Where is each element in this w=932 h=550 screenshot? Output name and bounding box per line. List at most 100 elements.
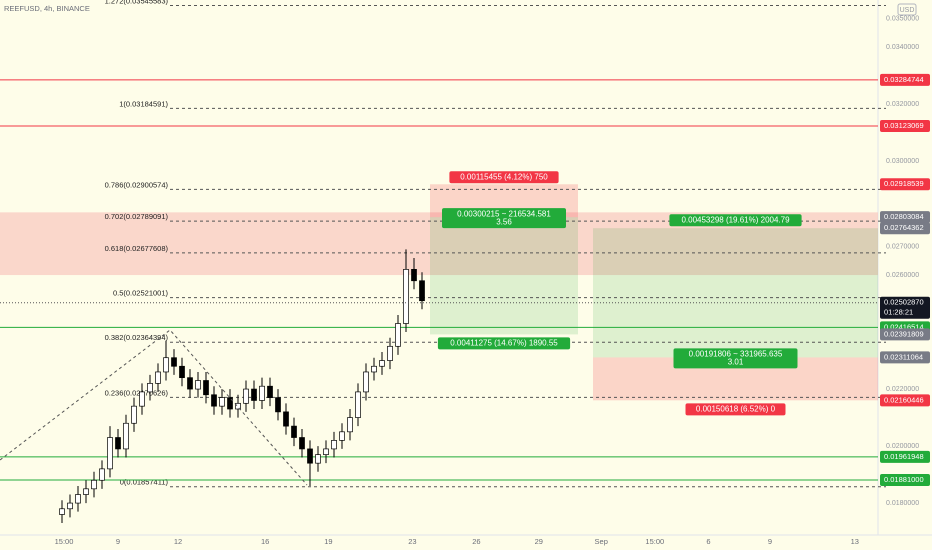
candle-body — [131, 405, 137, 424]
last-price-tag — [880, 296, 930, 319]
x-tick-label: Sep — [595, 537, 608, 546]
price-tag — [880, 178, 930, 191]
x-tick-label: 16 — [261, 537, 269, 546]
info-box — [673, 348, 798, 369]
candle-body — [187, 377, 193, 390]
x-tick-label: 19 — [324, 537, 332, 546]
candle-body — [67, 502, 73, 510]
price-tag-label: 0.02803084 — [884, 212, 924, 221]
candle-body — [259, 385, 265, 401]
x-tick-label: 15:00 — [55, 537, 74, 546]
fib-label: 0.236(0.02170626) — [105, 388, 169, 397]
candle-body — [379, 360, 385, 367]
price-tag-label: 0.02160446 — [884, 395, 924, 404]
chart-title: REEFUSD, 4h, BINANCE — [4, 4, 90, 13]
candle-body — [387, 345, 393, 361]
stop-label-box — [685, 403, 786, 416]
price-tag — [880, 119, 930, 132]
price-tag — [880, 394, 930, 407]
candle-body — [331, 440, 337, 450]
candle-body — [371, 365, 377, 373]
candle-body — [411, 269, 417, 282]
currency: USD — [900, 7, 915, 14]
stop-label-box — [449, 171, 559, 184]
candle-body — [227, 397, 233, 410]
candle-body — [163, 357, 169, 373]
price-tag-label: 0.03284744 — [884, 75, 924, 84]
candle-body — [155, 371, 161, 384]
x-tick-label: 23 — [408, 537, 416, 546]
y-tick-label: 0.0270000 — [886, 243, 919, 250]
currency-badge — [897, 3, 917, 16]
candle-body — [59, 508, 65, 515]
y-tick-label: 0.0350000 — [886, 15, 919, 22]
ratio-label: 3.56 — [496, 217, 512, 226]
last-price-label: 0.02502870 — [884, 298, 924, 307]
countdown: 01:28:21 — [884, 308, 913, 317]
candle-body — [403, 269, 409, 324]
info-label: 0.00191806 ~ 331965.635 — [689, 350, 783, 359]
candle-body — [355, 391, 361, 418]
x-tick-label: 26 — [472, 537, 480, 546]
candle-body — [139, 391, 145, 407]
price-tag-label: 0.02918539 — [884, 179, 924, 188]
candle-body — [203, 380, 209, 396]
candle-body — [339, 431, 345, 441]
price-tag — [880, 450, 930, 463]
x-tick-label: 12 — [174, 537, 182, 546]
fib-label: 1(0.03184591) — [119, 99, 168, 108]
fib-label: 0.5(0.02521001) — [113, 289, 169, 298]
candle-body — [283, 411, 289, 427]
candle-body — [107, 437, 113, 470]
stop-label: 0.00150618 (6.52%) 0 — [696, 404, 776, 413]
overlay: 0.00115455 (4.12%) 750 0.00411275 (14.67%… — [437, 73, 930, 486]
y-tick-label: 0.0300000 — [886, 158, 919, 165]
x-tick-label: 29 — [535, 537, 543, 546]
ratio-label: 3.01 — [728, 358, 744, 367]
info-box — [442, 208, 566, 229]
fib-label: 0.618(0.02677608) — [105, 244, 169, 253]
x-tick-label: 6 — [706, 537, 710, 546]
candle-body — [195, 380, 201, 390]
y-tick-label: 0.0180000 — [886, 500, 919, 507]
candle-body — [275, 397, 281, 413]
price-tag-label: 0.02764362 — [884, 223, 924, 232]
target-label-box — [669, 214, 802, 227]
x-tick-label: 15:00 — [645, 537, 664, 546]
candle-body — [75, 494, 81, 504]
target-zone — [430, 217, 578, 335]
candle-body — [211, 394, 217, 407]
candle-body — [267, 385, 273, 398]
candle-body — [315, 454, 321, 464]
candle-body — [243, 388, 249, 404]
price-tag — [880, 211, 930, 224]
price-tag — [880, 473, 930, 486]
price-tag-label: 0.01961948 — [884, 452, 924, 461]
x-tick-label: 13 — [851, 537, 859, 546]
candle-body — [91, 479, 97, 490]
fib-label: 0.702(0.02789091) — [105, 212, 169, 221]
fib-label: 0.786(0.02900574) — [105, 180, 169, 189]
price-tag-label: 0.02391809 — [884, 329, 924, 338]
fib-label: 0.382(0.02364394) — [105, 333, 169, 342]
candle-body — [291, 425, 297, 438]
x-tick-label: 9 — [768, 537, 772, 546]
candle-body — [83, 488, 89, 495]
candle-body — [235, 402, 241, 410]
candle-body — [171, 357, 177, 367]
y-tick-label: 0.0260000 — [886, 272, 919, 279]
price-tag — [880, 73, 930, 86]
y-tick-label: 0.0200000 — [886, 443, 919, 450]
price-tag-label: 0.01881000 — [884, 475, 924, 484]
y-tick-label: 0.0320000 — [886, 101, 919, 108]
candle-body — [299, 437, 305, 450]
stop-label: 0.00115455 (4.12%) 750 — [460, 172, 548, 181]
candle-body — [147, 383, 153, 393]
target-label-box — [437, 337, 571, 350]
price-tag-label: 0.02416514 — [884, 322, 924, 331]
candle-body — [323, 448, 329, 455]
candle-body — [307, 448, 313, 464]
price-tag — [880, 351, 930, 364]
